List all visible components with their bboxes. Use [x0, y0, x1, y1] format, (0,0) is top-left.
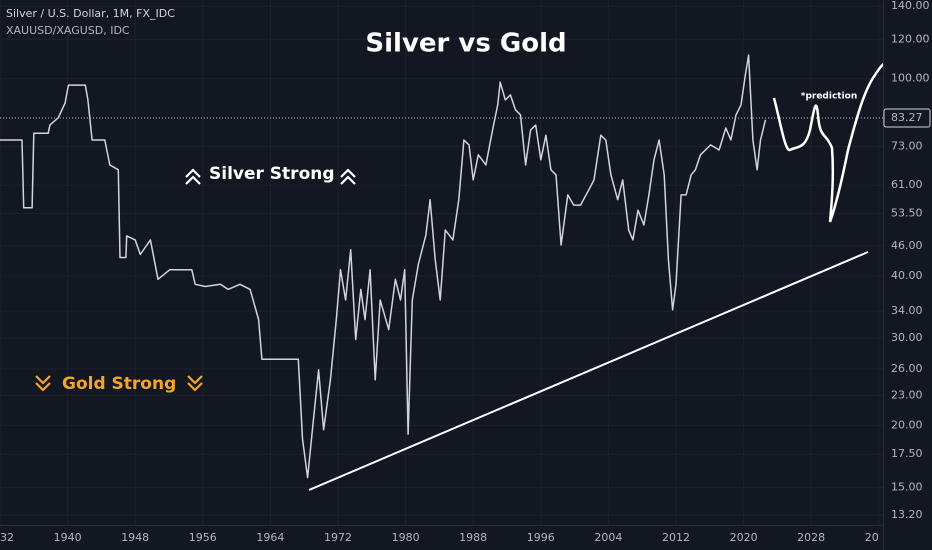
- y-tick-label: 13.20: [891, 508, 923, 521]
- plot-area: [0, 54, 883, 491]
- x-tick-label: 1964: [256, 531, 284, 544]
- gold-strong-label: Gold Strong: [62, 374, 176, 394]
- y-tick-label: 40.00: [891, 269, 923, 282]
- y-tick-label: 53.50: [891, 206, 923, 219]
- y-tick-label: 17.50: [891, 447, 923, 460]
- y-tick-label: 61.00: [891, 178, 923, 191]
- x-tick-label: 2012: [662, 531, 690, 544]
- x-tick-label: 2020: [730, 531, 758, 544]
- grid: [0, 0, 883, 525]
- x-tick-label: 1996: [527, 531, 555, 544]
- x-tick-label: 2028: [797, 531, 825, 544]
- last-value-badge: [883, 108, 931, 128]
- trend-line: [308, 251, 869, 491]
- y-tick-label: 15.00: [891, 480, 923, 493]
- x-tick-label: 1940: [54, 531, 82, 544]
- prediction-label: *prediction: [801, 92, 858, 102]
- y-tick-label: 20.00: [891, 418, 923, 431]
- up-chevrons-right: [340, 168, 356, 185]
- study-label: XAUUSD/XAGUSD, IDC: [6, 24, 130, 37]
- last-value-label: 83.27: [891, 111, 923, 124]
- y-tick-label: 23.00: [891, 388, 923, 401]
- y-tick-label: 140.00: [891, 0, 930, 12]
- series-layer: [0, 54, 767, 479]
- y-tick-label: 30.00: [891, 331, 923, 344]
- y-tick-label: 73.00: [891, 139, 923, 152]
- series-line: [0, 54, 767, 479]
- x-tick-label: 1972: [324, 531, 352, 544]
- y-tick-label: 26.00: [891, 362, 923, 375]
- y-tick-label: 120.00: [891, 32, 930, 45]
- silver-strong-label: Silver Strong: [209, 164, 335, 184]
- x-tick-label: 2004: [594, 531, 622, 544]
- down-chevrons-right: [187, 375, 203, 392]
- x-tick-label: 1980: [392, 531, 420, 544]
- prediction-line: [772, 62, 883, 223]
- y-tick-label: 100.00: [891, 72, 930, 85]
- y-tick-label: 46.00: [891, 239, 923, 252]
- up-chevrons-left: [185, 168, 201, 185]
- chart-title: Silver vs Gold: [365, 29, 566, 59]
- x-tick-label: 1988: [459, 531, 487, 544]
- y-tick-label: 34.00: [891, 304, 923, 317]
- down-chevrons-left: [35, 375, 51, 392]
- x-tick-label: 1948: [121, 531, 149, 544]
- symbol-label: Silver / U.S. Dollar, 1M, FX_IDC: [6, 7, 175, 20]
- x-tick-label: 20: [865, 531, 879, 544]
- x-tick-label: 32: [0, 531, 14, 544]
- x-tick-label: 1956: [189, 531, 217, 544]
